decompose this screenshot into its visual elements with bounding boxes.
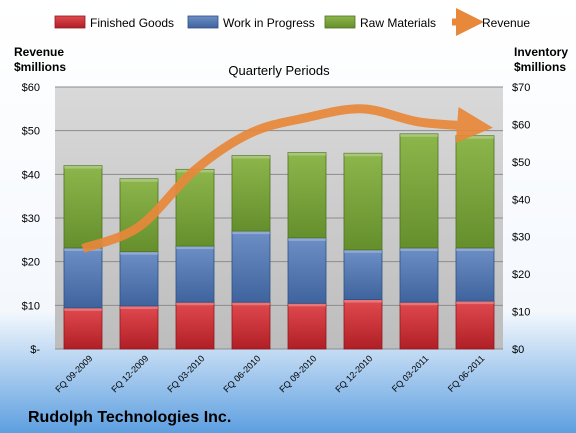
y-right-title-line1: Inventory (514, 45, 568, 59)
bar-finished-goods-highlight (456, 301, 494, 305)
bars (63, 133, 495, 350)
bar-work-in-progress-highlight (232, 231, 270, 235)
bar-raw-materials-highlight (456, 135, 494, 139)
y-right-ticks: $0 $10 $20 $30 $40 $50 $60 $70 (512, 82, 530, 356)
bar-finished-goods (119, 305, 159, 350)
bar-work-in-progress (343, 249, 383, 300)
bar-raw-materials (63, 165, 103, 249)
y-left-tick-label: $30 (22, 213, 40, 225)
y-right-tick-label: $50 (512, 157, 530, 169)
bar-finished-goods (399, 301, 439, 350)
bar-finished-goods-highlight (120, 305, 158, 309)
bar-raw-materials (399, 133, 439, 249)
bar-finished-goods-highlight (64, 307, 102, 311)
y-right-tick-label: $0 (512, 344, 524, 356)
y-right-title-line2: $millions (514, 60, 566, 74)
bar-raw-materials (287, 152, 327, 239)
bar-work-in-progress-highlight (344, 249, 382, 253)
bar-raw-materials-highlight (232, 155, 270, 159)
bar-finished-goods (231, 301, 271, 350)
y-left-tick-label: $- (30, 344, 40, 356)
legend-label-4: Revenue (482, 16, 530, 30)
bar-work-in-progress-highlight (456, 247, 494, 251)
bar-finished-goods-highlight (344, 299, 382, 303)
legend-swatch-1 (54, 15, 86, 29)
legend-swatch-2 (187, 15, 219, 29)
bar-work-in-progress (63, 247, 103, 309)
y-right-tick-label: $10 (512, 307, 530, 319)
revenue-line-path (81, 104, 493, 253)
y-left-ticks: $- $10 $20 $30 $40 $50 $60 (22, 82, 41, 356)
bar-raw-materials (455, 135, 495, 249)
bar-finished-goods-highlight (400, 302, 438, 306)
y-right-tick-label: $20 (512, 269, 530, 281)
legend-label-2: Work in Progress (223, 16, 315, 30)
bar-work-in-progress (119, 251, 159, 307)
bar-raw-materials-highlight (64, 165, 102, 169)
bar-work-in-progress-highlight (120, 251, 158, 255)
bar-work-in-progress (399, 247, 439, 303)
y-right-title: Inventory$millions (514, 45, 568, 74)
bar-work-in-progress (455, 247, 495, 302)
bar-finished-goods-highlight (288, 303, 326, 307)
bar-work-in-progress (231, 230, 271, 303)
bar-work-in-progress-highlight (176, 246, 214, 250)
bar-finished-goods-highlight (176, 302, 214, 306)
y-right-tick-label: $40 (512, 194, 530, 206)
bar-work-in-progress-highlight (288, 237, 326, 241)
bar-finished-goods (175, 301, 215, 350)
bar-finished-goods (455, 300, 495, 350)
legend-label-3: Raw Materials (360, 16, 436, 30)
bar-work-in-progress (287, 237, 327, 304)
bar-raw-materials-highlight (288, 152, 326, 156)
y-right-tick-label: $60 (512, 119, 530, 131)
chart-subtitle: Quarterly Periods (228, 63, 330, 78)
bar-raw-materials-highlight (400, 133, 438, 137)
legend: Finished Goods Work in Progress Raw Materi… (54, 8, 530, 36)
legend-label-1: Finished Goods (90, 16, 174, 30)
bar-raw-materials (343, 152, 383, 251)
legend-swatch-3 (324, 15, 356, 29)
revenue-line (81, 104, 493, 253)
bar-raw-materials-highlight (120, 178, 158, 182)
bar-finished-goods (287, 302, 327, 350)
y-left-title: Revenue$millions (14, 45, 66, 74)
y-right-tick-label: $30 (512, 232, 530, 244)
y-left-title-line2: $millions (14, 60, 66, 74)
bar-work-in-progress (175, 245, 215, 303)
y-right-tick-label: $70 (512, 82, 530, 94)
bar-raw-materials-highlight (344, 153, 382, 157)
y-left-tick-label: $60 (22, 82, 40, 94)
bar-raw-materials (231, 155, 271, 232)
bar-work-in-progress-highlight (400, 247, 438, 251)
company-name: Rudolph Technologies Inc. (28, 409, 231, 426)
y-left-title-line1: Revenue (14, 45, 64, 59)
y-left-tick-label: $10 (22, 300, 40, 312)
y-left-tick-label: $50 (22, 126, 40, 138)
bar-work-in-progress-highlight (64, 247, 102, 251)
y-left-tick-label: $20 (22, 257, 40, 269)
bar-finished-goods (63, 307, 103, 350)
y-left-tick-label: $40 (22, 169, 40, 181)
bar-finished-goods-highlight (232, 302, 270, 306)
bar-finished-goods (343, 299, 383, 350)
